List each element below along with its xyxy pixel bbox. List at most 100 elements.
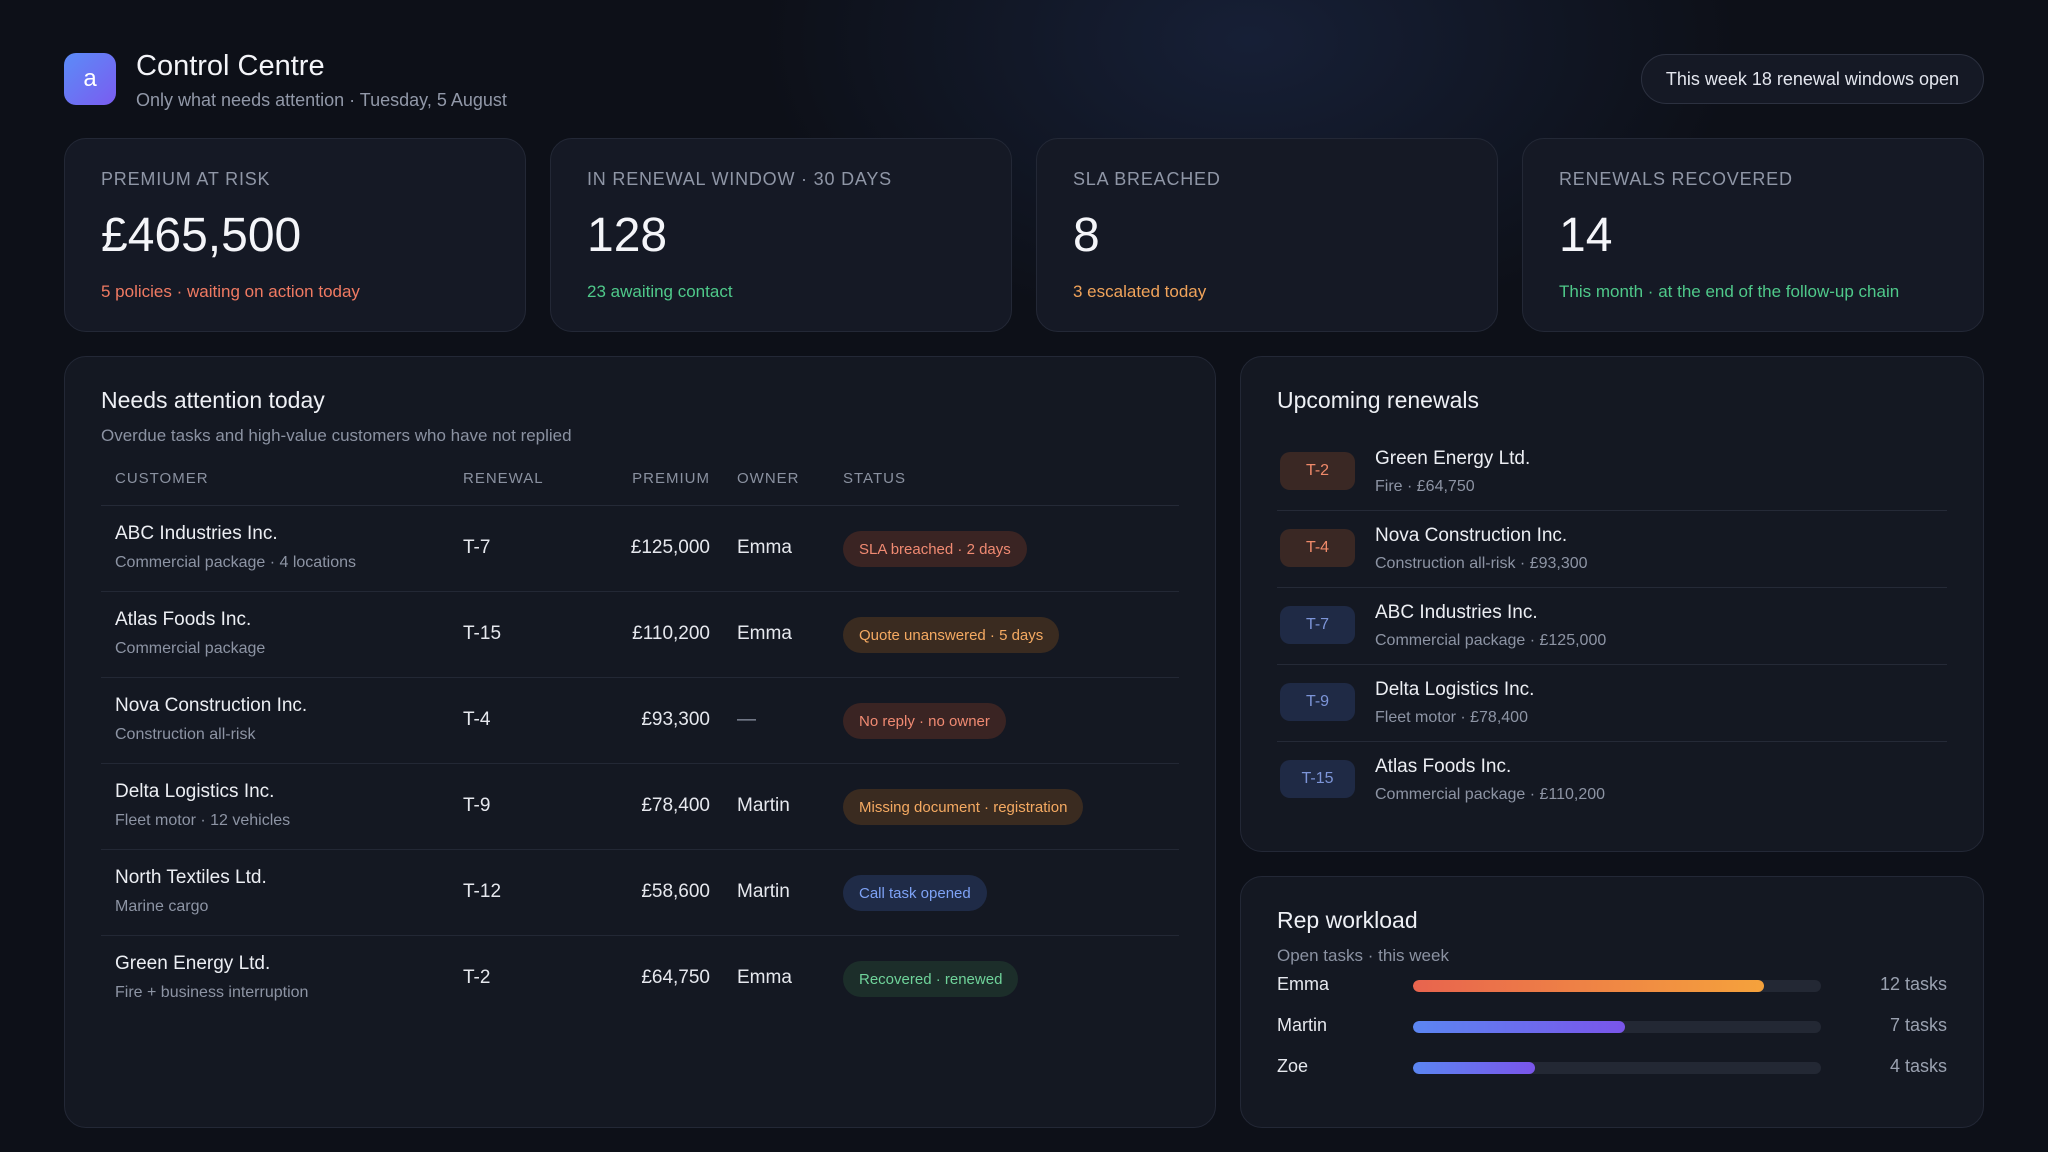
owner-value: Emma: [737, 967, 792, 988]
customer-detail: Construction all-risk: [115, 726, 256, 743]
renewal-value: T-4: [463, 709, 491, 730]
customer-name: Green Energy Ltd.: [115, 953, 271, 974]
renewal-detail: Construction all-risk · £93,300: [1375, 555, 1588, 572]
list-item[interactable]: T-9 Delta Logistics Inc. Fleet motor · £…: [1277, 665, 1947, 742]
upcoming-renewals-panel: Upcoming renewals T-2 Green Energy Ltd. …: [1240, 356, 1984, 852]
kpi-renewal-window[interactable]: In renewal window · 30 days 128 23 await…: [550, 138, 1012, 332]
table-row[interactable]: Atlas Foods Inc. Commercial package T-15…: [101, 592, 1179, 678]
table-row[interactable]: ABC Industries Inc. Commercial package ·…: [101, 506, 1179, 592]
page-subtitle: Only what needs attention · Tuesday, 5 A…: [136, 90, 507, 110]
rep-task-count: 12 tasks: [1879, 974, 1947, 994]
premium-value: £93,300: [641, 709, 710, 730]
customer-detail: Commercial package · 4 locations: [115, 554, 356, 571]
renewal-detail: Commercial package · £110,200: [1375, 786, 1606, 803]
renewal-value: T-9: [463, 795, 491, 816]
column-header-premium[interactable]: Premium: [632, 470, 710, 487]
rep-name: Emma: [1277, 974, 1330, 994]
rep-task-count: 4 tasks: [1889, 1056, 1947, 1076]
table-row[interactable]: Nova Construction Inc. Construction all-…: [101, 678, 1179, 764]
renewal-tag: T-2: [1280, 452, 1355, 490]
list-item[interactable]: T-7 ABC Industries Inc. Commercial packa…: [1277, 588, 1947, 665]
renewal-value: T-15: [463, 623, 502, 644]
kpi-label: Premium at risk: [101, 169, 271, 189]
owner-value: —: [737, 709, 756, 730]
owner-value: Emma: [737, 537, 792, 558]
table-row[interactable]: Green Energy Ltd. Fire + business interr…: [101, 936, 1179, 1022]
renewal-detail: Fire · £64,750: [1375, 478, 1475, 495]
kpi-label: In renewal window · 30 days: [587, 169, 892, 189]
column-header-customer[interactable]: Customer: [115, 470, 209, 487]
premium-value: £125,000: [630, 537, 710, 558]
customer-detail: Fleet motor · 12 vehicles: [115, 812, 291, 829]
rep-workload-panel: Rep workload Open tasks · this week Emma…: [1240, 876, 1984, 1128]
app-logo[interactable]: a: [64, 53, 116, 105]
rep-row-zoe[interactable]: Zoe 4 tasks: [1277, 1048, 1947, 1089]
kpi-value: 14: [1559, 209, 1613, 262]
kpi-label: Renewals recovered: [1559, 169, 1793, 189]
renewal-value: T-7: [463, 537, 491, 558]
workload-bar-fill: [1413, 980, 1764, 992]
renewal-detail: Commercial package · £125,000: [1375, 632, 1607, 649]
renewal-tag: T-15: [1280, 760, 1355, 798]
kpi-note: This month · at the end of the follow-up…: [1559, 282, 1900, 301]
table-body: ABC Industries Inc. Commercial package ·…: [101, 506, 1179, 1022]
table-row[interactable]: Delta Logistics Inc. Fleet motor · 12 ve…: [101, 764, 1179, 850]
kpi-sla-breached[interactable]: SLA breached 8 3 escalated today: [1036, 138, 1498, 332]
workload-bar-fill: [1413, 1021, 1626, 1033]
list-item[interactable]: T-2 Green Energy Ltd. Fire · £64,750: [1277, 434, 1947, 511]
page-header: a Control Centre Only what needs attenti…: [64, 48, 1984, 120]
workload-bar-track: [1413, 1062, 1821, 1074]
status-badge[interactable]: Missing document · registration: [843, 789, 1084, 825]
kpi-note: 23 awaiting contact: [587, 282, 733, 301]
customer-detail: Commercial package: [115, 640, 266, 657]
status-badge[interactable]: Quote unanswered · 5 days: [843, 617, 1060, 653]
customer-name: Delta Logistics Inc.: [115, 781, 275, 802]
renewal-customer: Green Energy Ltd.: [1375, 448, 1531, 469]
premium-value: £110,200: [632, 623, 710, 644]
renewal-list: T-2 Green Energy Ltd. Fire · £64,750 T-4…: [1277, 434, 1947, 819]
rep-row-martin[interactable]: Martin 7 tasks: [1277, 1007, 1947, 1048]
premium-value: £58,600: [641, 881, 710, 902]
status-badge[interactable]: No reply · no owner: [843, 703, 1006, 739]
list-item[interactable]: T-15 Atlas Foods Inc. Commercial package…: [1277, 742, 1947, 819]
rep-name: Zoe: [1277, 1056, 1309, 1076]
kpi-value: £465,500: [101, 209, 302, 262]
page-title: Control Centre: [136, 50, 325, 82]
panel-subtitle: Open tasks · this week: [1277, 946, 1449, 965]
renewal-customer: ABC Industries Inc.: [1375, 602, 1538, 623]
kpi-row: Premium at risk £465,500 5 policies · wa…: [64, 138, 1984, 332]
customer-name: Atlas Foods Inc.: [115, 609, 252, 630]
kpi-premium-at-risk[interactable]: Premium at risk £465,500 5 policies · wa…: [64, 138, 526, 332]
owner-value: Emma: [737, 623, 792, 644]
renewal-tag: T-7: [1280, 606, 1355, 644]
renewal-tag: T-9: [1280, 683, 1355, 721]
renewal-windows-pill[interactable]: This week 18 renewal windows open: [1640, 54, 1984, 104]
column-header-renewal[interactable]: Renewal: [463, 470, 544, 487]
renewal-tag: T-4: [1280, 529, 1355, 567]
kpi-value: 8: [1073, 209, 1100, 262]
kpi-note: 5 policies · waiting on action today: [101, 282, 360, 301]
renewal-customer: Delta Logistics Inc.: [1375, 679, 1535, 700]
panel-title: Needs attention today: [101, 387, 325, 413]
premium-value: £78,400: [641, 795, 710, 816]
customer-name: North Textiles Ltd.: [115, 867, 267, 888]
rep-row-emma[interactable]: Emma 12 tasks: [1277, 966, 1947, 1007]
renewal-detail: Fleet motor · £78,400: [1375, 709, 1528, 726]
kpi-label: SLA breached: [1073, 169, 1221, 189]
table-row[interactable]: North Textiles Ltd. Marine cargo T-12 £5…: [101, 850, 1179, 936]
column-header-status[interactable]: Status: [843, 470, 906, 487]
column-header-owner[interactable]: Owner: [737, 470, 800, 487]
renewal-value: T-2: [463, 967, 491, 988]
status-badge[interactable]: Call task opened: [843, 875, 987, 911]
kpi-renewals-recovered[interactable]: Renewals recovered 14 This month · at th…: [1522, 138, 1984, 332]
list-item[interactable]: T-4 Nova Construction Inc. Construction …: [1277, 511, 1947, 588]
status-badge[interactable]: Recovered · renewed: [843, 961, 1019, 997]
owner-value: Martin: [737, 881, 790, 902]
panel-title: Upcoming renewals: [1277, 387, 1479, 413]
renewal-customer: Nova Construction Inc.: [1375, 525, 1568, 546]
rep-name: Martin: [1277, 1015, 1328, 1035]
status-badge[interactable]: SLA breached · 2 days: [843, 531, 1027, 567]
workload-bar-track: [1413, 1021, 1821, 1033]
panel-title: Rep workload: [1277, 907, 1418, 933]
customer-detail: Fire + business interruption: [115, 984, 309, 1001]
